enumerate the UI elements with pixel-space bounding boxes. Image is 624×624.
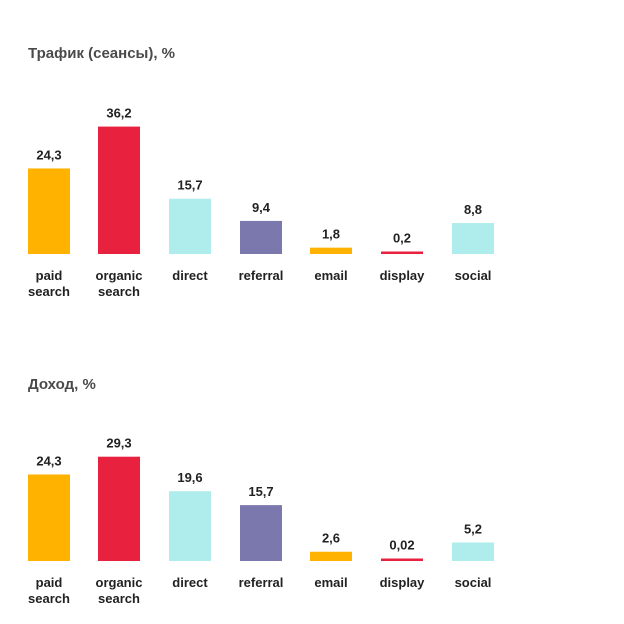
traffic-value-label-2: 15,7 <box>177 178 202 193</box>
revenue-bar-5 <box>381 558 423 561</box>
revenue-value-label-1: 29,3 <box>106 436 131 451</box>
revenue-category-label-5: display <box>380 575 426 590</box>
traffic-bar-4 <box>310 247 352 254</box>
revenue-category-label-1: organic search <box>96 575 143 606</box>
traffic-chart-title: Трафик (сеансы), % <box>28 45 176 62</box>
revenue-bar-1 <box>98 456 140 561</box>
traffic-bar-5 <box>381 251 423 254</box>
traffic-category-label-6: social <box>455 268 492 283</box>
revenue-value-label-2: 19,6 <box>177 470 202 485</box>
revenue-category-label-3: referral <box>239 575 284 590</box>
revenue-category-label-2: direct <box>172 575 208 590</box>
revenue-bar-4 <box>310 551 352 561</box>
revenue-bar-chart: 24,3 paid search 29,3 organic search 19,6 direc… <box>28 436 494 606</box>
revenue-chart-title: Доход, % <box>28 376 96 393</box>
traffic-category-label-5: display <box>380 268 426 283</box>
revenue-value-label-6: 5,2 <box>464 521 482 536</box>
traffic-category-label-4: email <box>314 268 347 283</box>
traffic-category-label-0: paid search <box>28 268 70 299</box>
traffic-bar-chart: 24,3 paid search 36,2 organic search 15,7 direc… <box>28 106 494 299</box>
revenue-category-label-6: social <box>455 575 492 590</box>
revenue-value-label-0: 24,3 <box>36 453 61 468</box>
traffic-category-label-2: direct <box>172 268 208 283</box>
traffic-value-label-4: 1,8 <box>322 227 340 242</box>
revenue-value-label-4: 2,6 <box>322 531 340 546</box>
revenue-bar-6 <box>452 542 494 561</box>
traffic-category-label-3: referral <box>239 268 284 283</box>
revenue-category-label-4: email <box>314 575 347 590</box>
traffic-category-label-1: organic search <box>96 268 143 299</box>
revenue-bar-3 <box>240 505 282 561</box>
traffic-bar-1 <box>98 126 140 254</box>
traffic-value-label-1: 36,2 <box>106 106 131 121</box>
revenue-bar-0 <box>28 474 70 561</box>
traffic-bar-6 <box>452 223 494 254</box>
traffic-value-label-5: 0,2 <box>393 231 411 246</box>
revenue-bar-2 <box>169 491 211 561</box>
traffic-bar-2 <box>169 198 211 254</box>
revenue-category-label-0: paid search <box>28 575 70 606</box>
traffic-bar-0 <box>28 168 70 254</box>
traffic-value-label-3: 9,4 <box>252 200 271 215</box>
traffic-value-label-0: 24,3 <box>36 147 61 162</box>
revenue-value-label-3: 15,7 <box>248 484 273 499</box>
traffic-value-label-6: 8,8 <box>464 202 482 217</box>
traffic-bar-3 <box>240 220 282 254</box>
revenue-value-label-5: 0,02 <box>389 538 414 553</box>
